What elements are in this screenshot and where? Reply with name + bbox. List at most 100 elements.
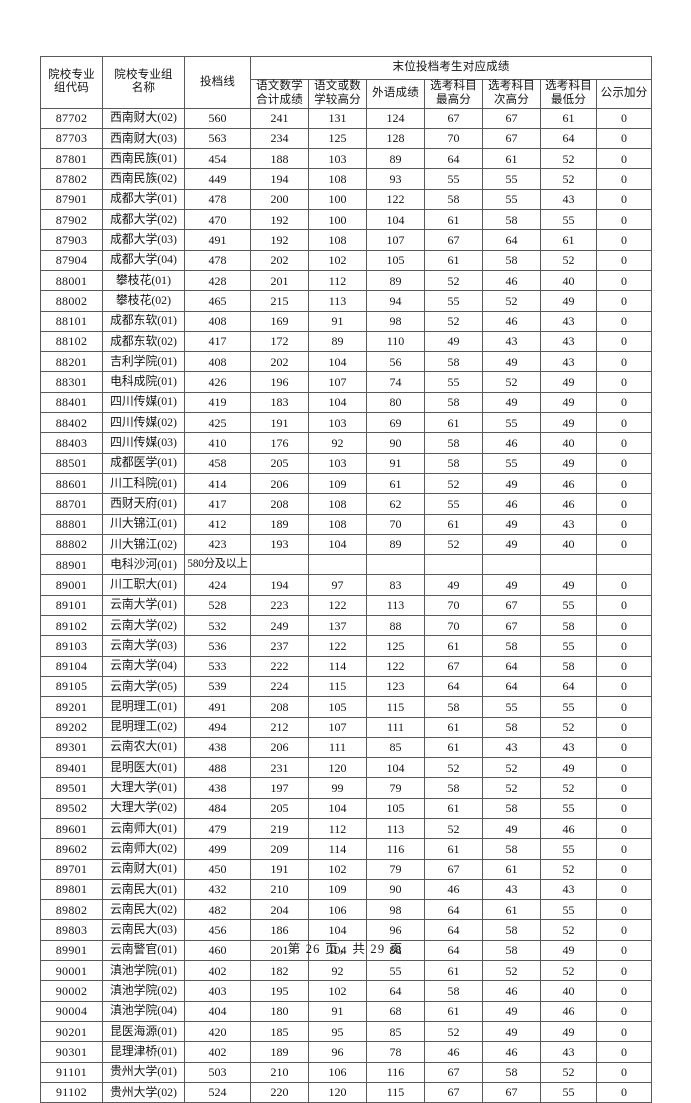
table-row: 87903 成都大学(03) 491 192 108 107 67 64 61 0: [40, 229, 653, 251]
cell-foreign-language: 88: [366, 615, 425, 637]
cell-foreign-language: 79: [366, 777, 425, 799]
table-row: 88501 成都医学(01) 458 205 103 91 58 55 49 0: [40, 452, 653, 474]
cell-chinese-or-math-higher: 131: [308, 107, 367, 129]
cell-foreign-language: 113: [366, 817, 425, 840]
cell-elective-max: 58: [424, 351, 483, 373]
cell-cutoff: 417: [184, 330, 251, 353]
cell-name: 贵州大学(01): [102, 1061, 185, 1083]
column-header-chinese-or-math-higher: 语文或数 学较高分: [308, 79, 367, 109]
cell-elective-second: 55: [482, 412, 541, 434]
table-row: 89401 昆明医大(01) 488 231 120 104 52 52 49 0: [40, 757, 653, 779]
cell-bonus: 0: [595, 675, 653, 698]
cell-elective-max: 49: [424, 330, 483, 353]
cell-cutoff: 458: [184, 452, 251, 474]
cell-chinese-or-math-higher: 103: [308, 148, 367, 170]
cell-elective-min: 58: [540, 655, 597, 677]
cell-bonus: 0: [595, 838, 653, 860]
cell-cutoff: 524: [184, 1081, 251, 1103]
cell-chinese-math-sum: 196: [250, 371, 309, 393]
cell-elective-min: 49: [540, 1020, 597, 1043]
cell-chinese-math-sum: 189: [250, 513, 309, 535]
cell-elective-min: 46: [540, 817, 597, 840]
cell-chinese-math-sum: 215: [250, 290, 309, 312]
cell-code: 89103: [40, 635, 103, 657]
cell-cutoff: 414: [184, 472, 251, 495]
cell-elective-max: 64: [424, 899, 483, 921]
cell-code: 89602: [40, 838, 103, 860]
cell-name: 成都东软(02): [102, 330, 185, 353]
cell-chinese-math-sum: 223: [250, 594, 309, 617]
cell-elective-min: 40: [540, 432, 597, 454]
cell-elective-max: 64: [424, 675, 483, 698]
cell-name: 西南民族(02): [102, 168, 185, 190]
cell-bonus: 0: [595, 1041, 653, 1063]
cell-name: 滇池学院(04): [102, 1000, 185, 1022]
cell-elective-min: 61: [540, 229, 597, 251]
cell-foreign-language: 122: [366, 188, 425, 211]
table-body: 87702 西南财大(02) 560 241 131 124 67 67 61 0 87703 西南财…: [40, 107, 653, 1103]
cell-elective-min: 52: [540, 777, 597, 799]
column-header-code: 院校专业 组代码: [40, 56, 103, 109]
cell-cutoff: 491: [184, 229, 251, 251]
column-header-cutoff: 投档线: [184, 56, 251, 109]
cell-bonus: 0: [595, 899, 653, 921]
table-row: 89802 云南民大(02) 482 204 106 98 64 61 55 0: [40, 899, 653, 921]
cell-elective-max: 52: [424, 1020, 483, 1043]
page: 院校专业 组代码 院校专业组 名称 投档线 末位投档考生对应成绩 语文数学 合计…: [40, 56, 653, 1103]
cell-chinese-math-sum: 188: [250, 148, 309, 170]
cell-code: 87703: [40, 127, 103, 150]
cell-elective-min: 43: [540, 513, 597, 535]
cell-elective-min: 40: [540, 269, 597, 292]
cell-foreign-language: 89: [366, 533, 425, 556]
cell-foreign-language: 98: [366, 310, 425, 332]
table-row: 87702 西南财大(02) 560 241 131 124 67 67 61 0: [40, 107, 653, 129]
cell-bonus: 0: [595, 696, 653, 718]
cell-elective-second: 43: [482, 878, 541, 901]
cell-name: 四川传媒(02): [102, 412, 185, 434]
cell-elective-second: 61: [482, 148, 541, 170]
cell-elective-min: 43: [540, 330, 597, 353]
cell-elective-second: 46: [482, 310, 541, 332]
cell-foreign-language: 61: [366, 472, 425, 495]
cell-chinese-math-sum: 201: [250, 269, 309, 292]
cell-name: 电科成院(01): [102, 371, 185, 393]
cell-elective-min: 46: [540, 472, 597, 495]
table-row: 87801 西南民族(01) 454 188 103 89 64 61 52 0: [40, 148, 653, 170]
cell-elective-max: 52: [424, 472, 483, 495]
cell-code: 88501: [40, 452, 103, 474]
cell-chinese-or-math-higher: 102: [308, 249, 367, 271]
cell-elective-min: 55: [540, 838, 597, 860]
cell-elective-max: 58: [424, 391, 483, 414]
cell-chinese-or-math-higher: 106: [308, 1061, 367, 1083]
cell-elective-second: 43: [482, 736, 541, 759]
cell-elective-second: 46: [482, 493, 541, 515]
table-row: 89602 云南师大(02) 499 209 114 116 61 58 55 0: [40, 838, 653, 860]
table-row: 88101 成都东软(01) 408 169 91 98 52 46 43 0: [40, 310, 653, 332]
cell-name: 成都东软(01): [102, 310, 185, 332]
cell-elective-second: 58: [482, 716, 541, 738]
cell-cutoff: 432: [184, 878, 251, 901]
cell-elective-second: 67: [482, 594, 541, 617]
table-row: 88001 攀枝花(01) 428 201 112 89 52 46 40 0: [40, 269, 653, 292]
cell-name: 西南民族(01): [102, 148, 185, 170]
cell-cutoff: 449: [184, 168, 251, 190]
cell-name: 云南警官(01): [102, 939, 185, 962]
cell-code: 87801: [40, 148, 103, 170]
cell-name: 昆明医大(01): [102, 757, 185, 779]
cell-chinese-or-math-higher: 106: [308, 899, 367, 921]
cell-elective-second: 67: [482, 127, 541, 150]
cell-cutoff: 539: [184, 675, 251, 698]
cell-foreign-language: 62: [366, 493, 425, 515]
cell-elective-second: 67: [482, 107, 541, 129]
table-row: 88801 川大锦江(01) 412 189 108 70 61 49 43 0: [40, 513, 653, 535]
cell-code: 89202: [40, 716, 103, 738]
cell-chinese-or-math-higher: 103: [308, 452, 367, 474]
cell-chinese-or-math-higher: 122: [308, 594, 367, 617]
cell-bonus: 0: [595, 757, 653, 779]
cell-code: 89502: [40, 797, 103, 819]
cell-foreign-language: 115: [366, 1081, 425, 1103]
cell-elective-second: 46: [482, 432, 541, 454]
cell-chinese-math-sum: 237: [250, 635, 309, 657]
cell-name: 滇池学院(01): [102, 960, 185, 982]
cell-bonus: 0: [595, 939, 653, 962]
